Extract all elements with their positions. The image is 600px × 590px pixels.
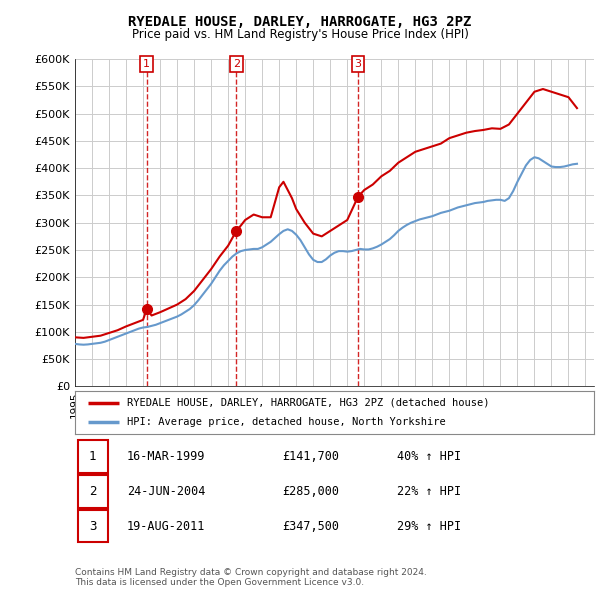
Text: 3: 3 <box>89 520 97 533</box>
Text: 1: 1 <box>89 450 97 463</box>
Text: 1: 1 <box>143 59 150 69</box>
Text: 24-JUN-2004: 24-JUN-2004 <box>127 484 205 498</box>
Text: 29% ↑ HPI: 29% ↑ HPI <box>397 520 461 533</box>
Text: 3: 3 <box>355 59 361 69</box>
FancyBboxPatch shape <box>77 440 107 473</box>
Text: Price paid vs. HM Land Registry's House Price Index (HPI): Price paid vs. HM Land Registry's House … <box>131 28 469 41</box>
FancyBboxPatch shape <box>77 510 107 542</box>
Text: 22% ↑ HPI: 22% ↑ HPI <box>397 484 461 498</box>
Text: £285,000: £285,000 <box>283 484 340 498</box>
Text: RYEDALE HOUSE, DARLEY, HARROGATE, HG3 2PZ (detached house): RYEDALE HOUSE, DARLEY, HARROGATE, HG3 2P… <box>127 398 490 408</box>
Text: 2: 2 <box>233 59 240 69</box>
Text: 16-MAR-1999: 16-MAR-1999 <box>127 450 205 463</box>
Text: £347,500: £347,500 <box>283 520 340 533</box>
Text: Contains HM Land Registry data © Crown copyright and database right 2024.
This d: Contains HM Land Registry data © Crown c… <box>75 568 427 587</box>
Text: 19-AUG-2011: 19-AUG-2011 <box>127 520 205 533</box>
Text: 40% ↑ HPI: 40% ↑ HPI <box>397 450 461 463</box>
Text: RYEDALE HOUSE, DARLEY, HARROGATE, HG3 2PZ: RYEDALE HOUSE, DARLEY, HARROGATE, HG3 2P… <box>128 15 472 29</box>
Text: 2: 2 <box>89 484 97 498</box>
Text: £141,700: £141,700 <box>283 450 340 463</box>
FancyBboxPatch shape <box>77 475 107 507</box>
Text: HPI: Average price, detached house, North Yorkshire: HPI: Average price, detached house, Nort… <box>127 417 446 427</box>
